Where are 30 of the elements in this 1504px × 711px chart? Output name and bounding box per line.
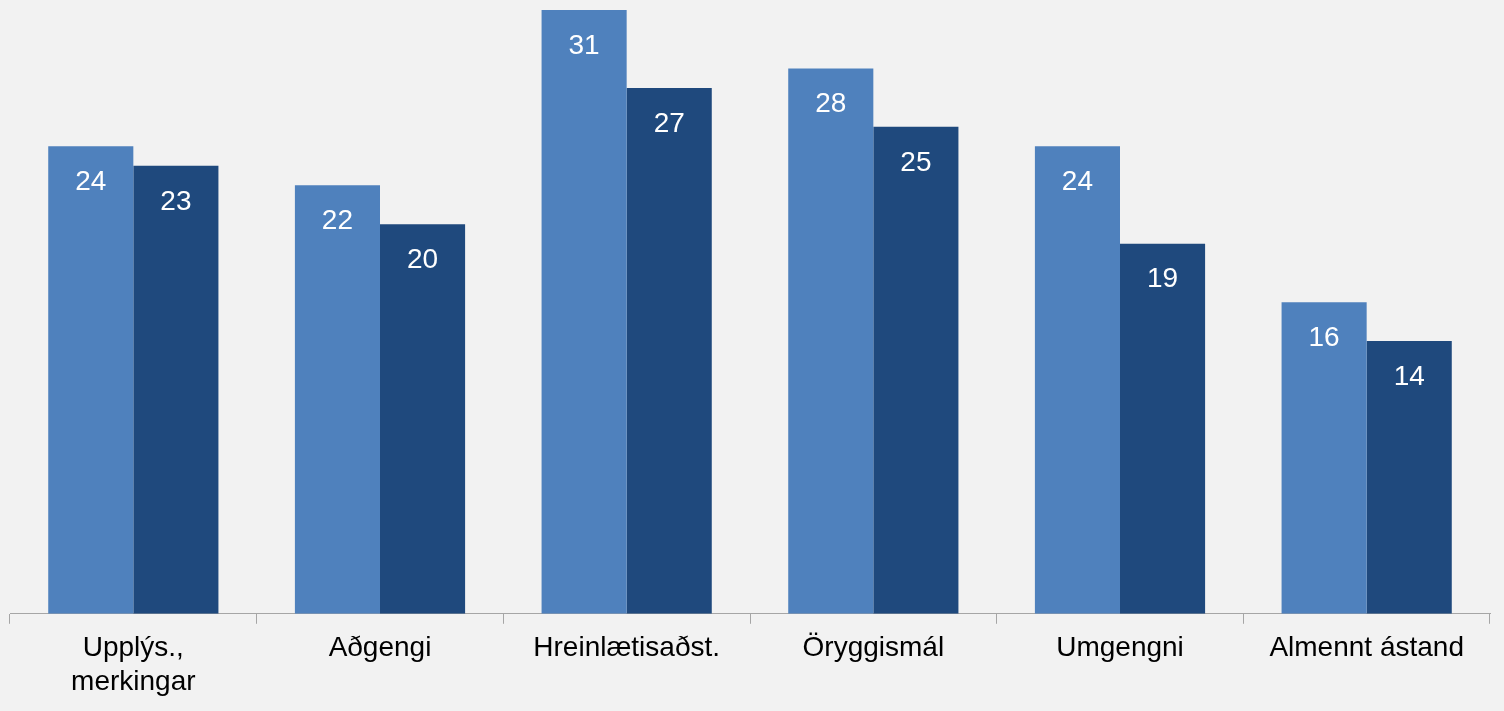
bar <box>1281 302 1367 614</box>
data-label: 14 <box>1393 359 1425 391</box>
x-tick-label: Öryggismál <box>802 631 945 663</box>
data-label: 25 <box>900 145 932 177</box>
data-label: 16 <box>1308 320 1340 352</box>
data-label: 24 <box>1061 165 1094 197</box>
data-label: 22 <box>321 204 354 236</box>
data-label: 23 <box>160 184 192 216</box>
data-label: 24 <box>75 165 107 197</box>
data-label: 19 <box>1146 262 1179 294</box>
x-tick-label: Almennt ástand <box>1269 631 1464 663</box>
x-tick-label: Umgengni <box>1056 631 1184 663</box>
x-tick-label: Hreinlætisaðst. <box>533 631 721 663</box>
bar <box>294 185 380 614</box>
bar <box>1366 341 1452 614</box>
bar <box>626 87 712 614</box>
data-label: 28 <box>815 87 847 119</box>
bar <box>788 68 874 614</box>
bar <box>541 10 627 614</box>
data-label: 20 <box>406 242 439 274</box>
bar <box>1120 243 1206 614</box>
x-tick-label: Upplýs., merkingar <box>71 631 196 696</box>
bar <box>380 224 466 614</box>
bar <box>133 165 219 614</box>
x-tick-label: Aðgengi <box>328 631 432 663</box>
data-label: 27 <box>653 106 685 138</box>
bar <box>1034 146 1120 614</box>
bar <box>48 146 134 614</box>
data-label: 31 <box>568 28 600 60</box>
bar <box>873 126 959 614</box>
